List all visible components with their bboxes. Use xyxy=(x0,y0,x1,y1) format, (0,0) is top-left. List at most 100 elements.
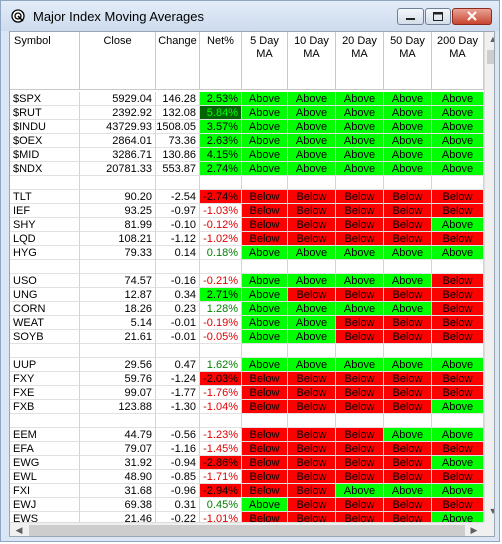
ma-status-cell: Above xyxy=(384,120,432,134)
ma-status-cell: Below xyxy=(242,484,288,498)
table-row[interactable]: WEAT 5.14 -0.01 -0.19% Above Above Below Below B… xyxy=(10,316,484,330)
ma-status-cell: Above xyxy=(242,358,288,372)
ma-status-cell: Below xyxy=(288,288,336,302)
change-cell: 0.34 xyxy=(156,288,200,302)
change-cell: -0.85 xyxy=(156,470,200,484)
scroll-left-icon[interactable]: ◀ xyxy=(15,525,23,535)
ma-status-cell: Above xyxy=(288,92,336,106)
col-header-10day-ma[interactable]: 10 Day MA xyxy=(288,32,336,90)
col-header-symbol[interactable]: Symbol xyxy=(10,32,80,90)
symbol-cell: EFA xyxy=(10,442,80,456)
ma-status-cell: Below xyxy=(336,400,384,414)
table-row[interactable]: UUP 29.56 0.47 1.62% Above Above Above Above Abo… xyxy=(10,358,484,372)
ma-status-cell: Below xyxy=(242,428,288,442)
horizontal-scroll-thumb[interactable] xyxy=(29,525,465,536)
ma-status-cell: Below xyxy=(242,386,288,400)
table-row[interactable]: SHY 81.99 -0.10 -0.12% Below Below Below Below A… xyxy=(10,218,484,232)
close-cell: 81.99 xyxy=(80,218,156,232)
change-cell: -0.01 xyxy=(156,330,200,344)
table-row[interactable]: SOYB 21.61 -0.01 -0.05% Above Above Below Below… xyxy=(10,330,484,344)
col-header-5day-ma[interactable]: 5 Day MA xyxy=(242,32,288,90)
ma-status-cell: Below xyxy=(384,232,432,246)
table-row[interactable]: EWL 48.90 -0.85 -1.71% Below Below Below Below B… xyxy=(10,470,484,484)
ma-status-cell: Above xyxy=(288,148,336,162)
symbol-cell: EWG xyxy=(10,456,80,470)
table-row[interactable]: EWG 31.92 -0.94 -2.86% Below Below Below Below A… xyxy=(10,456,484,470)
col-header-50day-ma[interactable]: 50 Day MA xyxy=(384,32,432,90)
table-row[interactable]: USO 74.57 -0.16 -0.21% Above Above Above Above B… xyxy=(10,274,484,288)
table-row[interactable]: $OEX 2864.01 73.36 2.63% Above Above Above Abov… xyxy=(10,134,484,148)
change-cell: 130.86 xyxy=(156,148,200,162)
ma-status-cell: Above xyxy=(336,120,384,134)
ma-status-cell: Above xyxy=(384,358,432,372)
symbol-cell: FXI xyxy=(10,484,80,498)
table-row[interactable]: FXB 123.88 -1.30 -1.04% Below Below Below Below… xyxy=(10,400,484,414)
empty-cell xyxy=(432,344,484,358)
net-pct-cell: -1.76% xyxy=(200,386,242,400)
col-header-20day-ma[interactable]: 20 Day MA xyxy=(336,32,384,90)
ma-status-cell: Above xyxy=(242,302,288,316)
table-row[interactable]: IEF 93.25 -0.97 -1.03% Below Below Below Below B… xyxy=(10,204,484,218)
close-button[interactable] xyxy=(452,8,492,25)
close-cell: 44.79 xyxy=(80,428,156,442)
table-row[interactable]: EEM 44.79 -0.56 -1.23% Below Below Below Above A… xyxy=(10,428,484,442)
ma-status-cell: Below xyxy=(288,218,336,232)
scroll-down-icon[interactable]: ▼ xyxy=(487,506,494,518)
ma-status-cell: Above xyxy=(336,246,384,260)
change-cell: 132.08 xyxy=(156,106,200,120)
empty-cell xyxy=(384,260,432,274)
table-row[interactable]: EWJ 69.38 0.31 0.45% Above Below Below Below Bel… xyxy=(10,498,484,512)
ma-status-cell: Below xyxy=(336,330,384,344)
ma-status-cell: Above xyxy=(432,106,484,120)
col-header-200day-ma[interactable]: 200 Day MA xyxy=(432,32,484,90)
ma-status-cell: Above xyxy=(242,330,288,344)
table-row[interactable]: HYG 79.33 0.14 0.18% Above Above Above Above Abo… xyxy=(10,246,484,260)
table-row[interactable]: $SPX 5929.04 146.28 2.53% Above Above Above Abo… xyxy=(10,92,484,106)
net-pct-cell: -2.74% xyxy=(200,190,242,204)
ma-status-cell: Above xyxy=(384,484,432,498)
close-cell: 5929.04 xyxy=(80,92,156,106)
symbol-cell: WEAT xyxy=(10,316,80,330)
table-row[interactable]: UNG 12.87 0.34 2.71% Above Below Below Below Bel… xyxy=(10,288,484,302)
minimize-button[interactable] xyxy=(397,8,424,25)
table-row[interactable]: $NDX 20781.33 553.87 2.74% Above Above Above Ab… xyxy=(10,162,484,176)
table-row[interactable]: FXE 99.07 -1.77 -1.76% Below Below Below Below B… xyxy=(10,386,484,400)
ma-status-cell: Above xyxy=(384,162,432,176)
scroll-up-icon[interactable]: ▲ xyxy=(487,34,494,46)
title-bar[interactable]: Major Index Moving Averages xyxy=(1,1,499,31)
col-header-net-pct[interactable]: Net% xyxy=(200,32,242,90)
symbol-cell: CORN xyxy=(10,302,80,316)
col-header-change[interactable]: Change xyxy=(156,32,200,90)
table-row[interactable]: TLT 90.20 -2.54 -2.74% Below Below Below Below B… xyxy=(10,190,484,204)
ma-status-cell: Above xyxy=(242,498,288,512)
table-row[interactable]: EFA 79.07 -1.16 -1.45% Below Below Below Below B… xyxy=(10,442,484,456)
table-row[interactable]: FXY 59.76 -1.24 -2.03% Below Below Below Below B… xyxy=(10,372,484,386)
vertical-scroll-thumb[interactable] xyxy=(487,50,494,64)
table-row[interactable]: $MID 3286.71 130.86 4.15% Above Above Above Abo… xyxy=(10,148,484,162)
ma-status-cell: Below xyxy=(336,470,384,484)
col-header-close[interactable]: Close xyxy=(80,32,156,90)
ma-status-cell: Below xyxy=(288,428,336,442)
ma-status-cell: Above xyxy=(432,484,484,498)
vertical-scrollbar[interactable]: ▲ ▼ xyxy=(484,32,494,522)
symbol-cell: HYG xyxy=(10,246,80,260)
scroll-right-icon[interactable]: ▶ xyxy=(470,525,478,535)
empty-cell xyxy=(288,176,336,190)
ma-status-cell: Below xyxy=(432,372,484,386)
table-row[interactable]: $INDU 43729.93 1508.05 3.57% Above Above Above… xyxy=(10,120,484,134)
close-cell: 79.07 xyxy=(80,442,156,456)
horizontal-scrollbar[interactable]: ◀ ▶ xyxy=(10,522,484,536)
table-row[interactable]: FXI 31.68 -0.96 -2.94% Below Below Above Above A… xyxy=(10,484,484,498)
empty-cell xyxy=(10,344,80,358)
table-row[interactable]: $RUT 2392.92 132.08 5.84% Above Above Above Abo… xyxy=(10,106,484,120)
ma-status-cell: Below xyxy=(336,442,384,456)
symbol-cell: UUP xyxy=(10,358,80,372)
ma-status-cell: Below xyxy=(384,288,432,302)
ma-status-cell: Above xyxy=(384,134,432,148)
close-cell: 2864.01 xyxy=(80,134,156,148)
table-row[interactable]: LQD 108.21 -1.12 -1.02% Below Below Below Below… xyxy=(10,232,484,246)
empty-cell xyxy=(336,414,384,428)
table-row[interactable]: CORN 18.26 0.23 1.28% Above Above Above Above Be… xyxy=(10,302,484,316)
ma-status-cell: Above xyxy=(336,134,384,148)
maximize-button[interactable] xyxy=(425,8,451,25)
